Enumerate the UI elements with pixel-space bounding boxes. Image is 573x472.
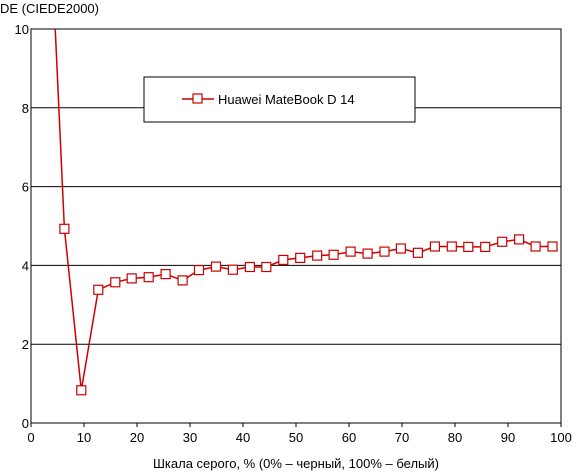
gridlines (31, 107, 561, 345)
data-point (362, 248, 373, 259)
data-point (412, 247, 423, 258)
y-axis-ticks: 0 2 4 6 8 10 (15, 22, 29, 431)
data-point (547, 241, 558, 252)
data-point (110, 277, 121, 288)
data-point (328, 249, 339, 260)
data-point (429, 241, 440, 252)
data-point (76, 385, 87, 396)
y-tick-label-0: 0 (22, 416, 29, 431)
legend-marker (192, 93, 203, 104)
data-point (160, 269, 171, 280)
x-tick-label-20: 20 (130, 430, 144, 445)
x-tick-label-10: 10 (77, 430, 91, 445)
data-point (530, 241, 541, 252)
data-point (177, 275, 188, 286)
legend: Huawei MateBook D 14 (143, 76, 416, 123)
data-point (59, 223, 70, 234)
x-tick-label-40: 40 (236, 430, 250, 445)
y-tick-label-4: 4 (22, 258, 29, 273)
x-tick-label-100: 100 (550, 430, 572, 445)
y-tick-label-10: 10 (15, 22, 29, 37)
data-point (345, 246, 356, 257)
x-tick-label-80: 80 (448, 430, 462, 445)
x-tick-label-60: 60 (342, 430, 356, 445)
data-point (513, 234, 525, 245)
data-point (261, 261, 272, 273)
x-axis-label: Шкала серого, % (0% – черный, 100% – бел… (153, 456, 439, 471)
data-point (244, 261, 255, 273)
data-point (312, 250, 323, 261)
y-tick-label-8: 8 (22, 101, 29, 116)
data-point (446, 241, 457, 252)
x-tick-label-90: 90 (501, 430, 515, 445)
x-axis-ticks: 0 10 20 30 40 50 60 70 80 90 100 (27, 423, 572, 445)
x-tick-label-70: 70 (395, 430, 409, 445)
data-point (143, 272, 154, 283)
data-point (295, 252, 306, 263)
data-point (210, 261, 222, 272)
x-tick-label-50: 50 (289, 430, 303, 445)
data-point (126, 273, 137, 284)
data-point (480, 241, 491, 252)
data-point (463, 241, 474, 252)
legend-label: Huawei MateBook D 14 (218, 92, 355, 107)
y-axis-label: DE (CIEDE2000) (0, 1, 99, 16)
data-point (379, 246, 390, 257)
data-point (227, 264, 238, 275)
data-point (193, 265, 205, 276)
series-line-0 (54, 29, 553, 391)
data-point (93, 284, 104, 295)
series-layer (54, 29, 558, 396)
data-point (497, 236, 508, 247)
y-tick-label-2: 2 (22, 337, 29, 352)
y-tick-label-6: 6 (22, 180, 29, 195)
data-point (395, 243, 406, 254)
x-tick-label-0: 0 (27, 430, 34, 445)
x-tick-label-30: 30 (183, 430, 197, 445)
data-point (278, 254, 289, 265)
